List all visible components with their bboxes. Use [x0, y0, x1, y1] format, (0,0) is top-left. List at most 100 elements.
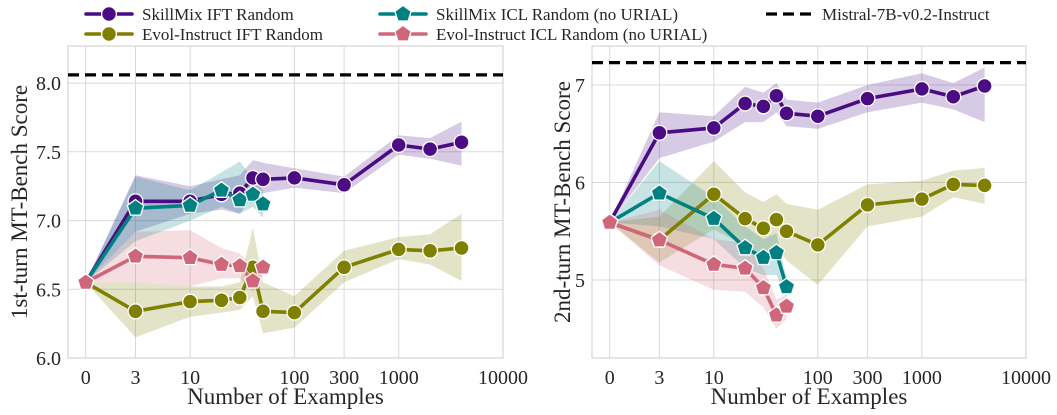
evol-instruct-icl-random-no-urial-point [212, 255, 231, 273]
skillmix-ift-random-confidence-band [609, 67, 985, 223]
plot-frame [591, 45, 1027, 359]
evol-instruct-ift-random-point [778, 223, 795, 240]
skillmix-ift-random-point [254, 171, 272, 188]
evol-instruct-ift-random-point [945, 176, 962, 193]
skillmix-ift-random-point [945, 88, 962, 105]
legend-label: Evol-Instruct ICL Random (no URIAL) [436, 25, 707, 44]
evol-instruct-icl-random-no-urial-point [600, 213, 619, 231]
y-tick-label: 7.0 [36, 211, 61, 233]
x-tick-label: 0 [81, 367, 91, 389]
skillmix-ift-random-point [705, 119, 722, 136]
evol-instruct-ift-random-point [182, 293, 199, 310]
legend-marker [100, 25, 118, 43]
evol-instruct-icl-random-no-urial-point [243, 271, 262, 289]
x-tick-label: 10000 [478, 367, 528, 389]
skillmix-ift-random-point [913, 80, 930, 97]
evol-instruct-ift-random-point [422, 242, 439, 259]
legend-label: Evol-Instruct IFT Random [142, 25, 323, 44]
y-tick-label: 6.0 [36, 348, 61, 370]
legend-item-evol-instruct-ift-random: Evol-Instruct IFT Random [84, 25, 323, 44]
x-axis-label: Number of Examples [711, 384, 908, 409]
x-tick-label: 300 [853, 367, 883, 389]
skillmix-icl-random-no-urial-point [243, 184, 262, 203]
skillmix-ift-random-point [809, 108, 826, 125]
skillmix-ift-random-point [422, 141, 439, 158]
evol-instruct-icl-random-no-urial-point [650, 230, 669, 248]
evol-instruct-icl-random-no-urial-point [736, 258, 755, 276]
y-tick-label: 7.5 [36, 142, 61, 164]
evol-instruct-ift-random-point [453, 239, 470, 257]
x-tick-label: 3 [131, 367, 141, 389]
skillmix-ift-random-point [859, 90, 876, 107]
evol-instruct-icl-random-no-urial-point [181, 248, 199, 266]
legend-marker [100, 5, 118, 23]
x-tick-label: 10 [704, 367, 724, 389]
legend-item-mistral-7b-v0-2-instruct: Mistral-7B-v0.2-Instruct [766, 5, 990, 24]
y-tick-label: 7 [575, 75, 585, 97]
skillmix-ift-random-confidence-band [85, 121, 462, 283]
plots: 0 3 10 100 300 1000 10000 6.0 6.5 7.0 7.5 8.0 Number… [7, 45, 1051, 409]
evol-instruct-ift-random-point [859, 196, 876, 213]
evol-instruct-icl-random-no-urial-point [754, 278, 773, 296]
skillmix-icl-random-no-urial-point [212, 180, 231, 198]
evol-instruct-ift-random-point [768, 211, 785, 228]
evol-instruct-ift-random-point [705, 186, 722, 203]
x-tick-label: 100 [279, 367, 309, 389]
evol-instruct-ift-random-point [755, 220, 772, 237]
legend-label: SkillMix IFT Random [142, 5, 294, 24]
x-tick-label: 10 [180, 367, 200, 389]
legend-marker [394, 24, 412, 42]
legend-item-skillmix-icl-random-no-urial: SkillMix ICL Random (no URIAL) [378, 4, 678, 24]
legend-marker [394, 4, 412, 22]
y-axis-label: 1st-turn MT-Bench Score [7, 85, 32, 319]
y-tick-label: 6 [575, 173, 585, 195]
legend-label: SkillMix ICL Random (no URIAL) [436, 5, 678, 24]
evol-instruct-ift-random-point [127, 303, 144, 320]
skillmix-ift-random-point [976, 77, 993, 95]
skillmix-ift-random-point [755, 98, 772, 115]
evol-instruct-icl-random-no-urial-point [704, 254, 723, 273]
evol-instruct-ift-random-point [286, 304, 303, 321]
evol-instruct-ift-random-point [254, 303, 272, 320]
evol-instruct-icl-random-no-urial-point [126, 246, 145, 264]
evol-instruct-ift-random-point [913, 191, 930, 208]
x-tick-label: 300 [329, 367, 359, 389]
y-tick-label: 8.0 [36, 73, 61, 95]
y-tick-label: 6.5 [36, 279, 61, 301]
skillmix-ift-random-point [336, 176, 353, 193]
evol-instruct-ift-random-point [390, 241, 407, 258]
evol-instruct-ift-random-point [213, 292, 230, 309]
skillmix-ift-random-point [651, 124, 668, 141]
skillmix-icl-random-no-urial-point [650, 183, 669, 201]
plot-frame [67, 45, 504, 359]
skillmix-ift-random-point [768, 87, 785, 104]
evol-instruct-ift-random-point [336, 259, 353, 276]
evol-instruct-ift-random-point [809, 236, 826, 253]
y-tick-label: 5 [575, 270, 585, 292]
x-axis-label: Number of Examples [187, 384, 384, 409]
gridlines [68, 46, 504, 359]
skillmix-icl-random-no-urial-point [704, 209, 723, 227]
skillmix-icl-random-no-urial-point [736, 238, 755, 256]
legend-item-evol-instruct-icl-random-no-urial: Evol-Instruct ICL Random (no URIAL) [378, 24, 707, 44]
evol-instruct-ift-random-point [976, 177, 993, 194]
evol-instruct-ift-random-confidence-band [85, 213, 462, 338]
skillmix-icl-random-no-urial-series [600, 183, 796, 295]
legend-label: Mistral-7B-v0.2-Instruct [822, 5, 990, 24]
evol-instruct-ift-random-series [601, 176, 993, 253]
skillmix-icl-random-no-urial-point [254, 194, 272, 212]
legend-item-skillmix-ift-random: SkillMix IFT Random [84, 5, 294, 24]
evol-instruct-icl-random-no-urial-point [230, 256, 249, 274]
skillmix-icl-random-no-urial-point [767, 243, 786, 261]
x-tick-label: 3 [654, 367, 664, 389]
skillmix-ift-random-point [453, 134, 470, 151]
evol-instruct-ift-random-point [737, 210, 754, 227]
evol-instruct-icl-random-no-urial-point [76, 272, 95, 291]
skillmix-icl-random-no-urial-point [181, 195, 199, 214]
skillmix-icl-random-no-urial-point [777, 277, 796, 295]
x-tick-label: 1000 [379, 367, 419, 389]
evol-instruct-ift-random-point [231, 289, 248, 306]
evol-instruct-icl-random-no-urial-series [76, 246, 272, 291]
